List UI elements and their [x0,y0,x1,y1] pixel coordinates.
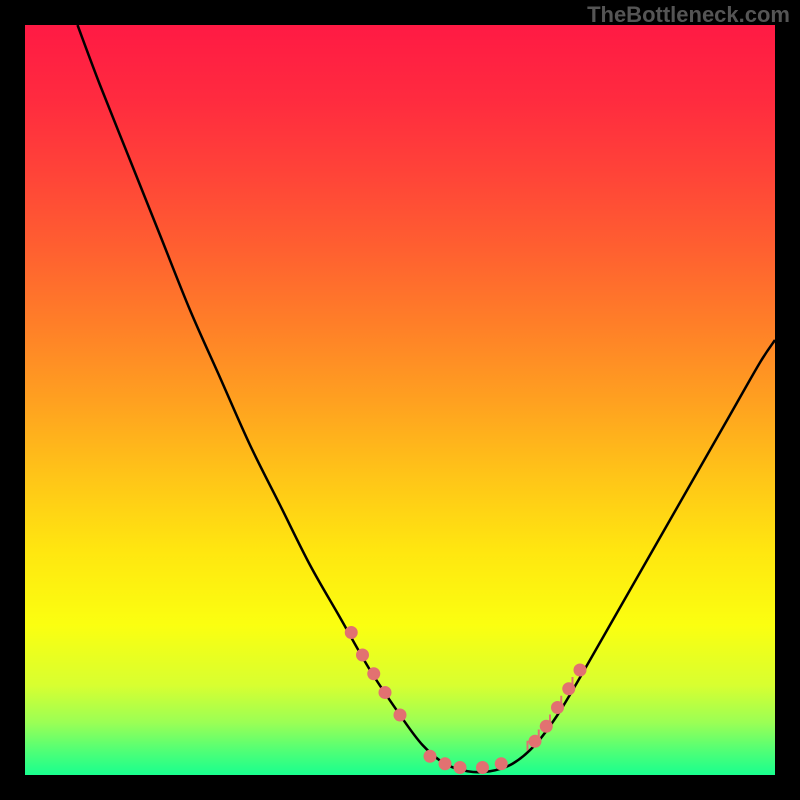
data-marker [495,758,507,770]
data-marker [394,709,406,721]
data-marker [368,668,380,680]
data-marker [540,720,552,732]
data-marker [574,664,586,676]
data-marker [439,758,451,770]
chart-root: TheBottleneck.com [0,0,800,800]
data-marker [563,683,575,695]
data-marker [424,750,436,762]
bottleneck-chart [25,25,775,775]
data-marker [477,762,489,774]
data-marker [454,762,466,774]
chart-background [25,25,775,775]
data-marker [529,735,541,747]
data-marker [345,627,357,639]
data-marker [552,702,564,714]
data-marker [357,649,369,661]
data-marker [379,687,391,699]
